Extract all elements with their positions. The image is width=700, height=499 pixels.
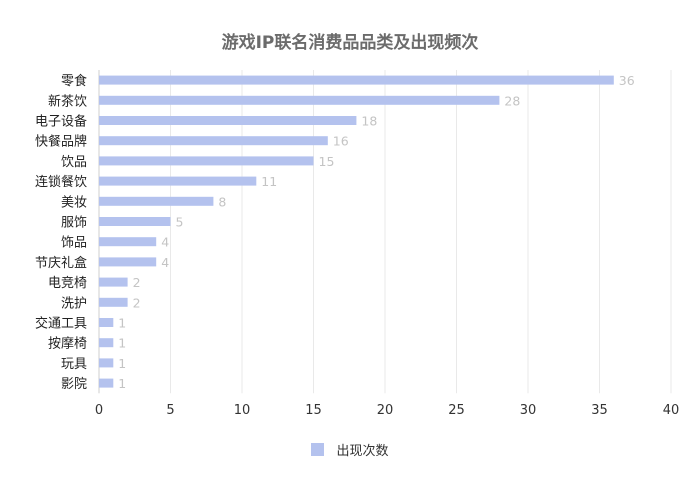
data-label: 1 <box>118 336 126 351</box>
data-label: 18 <box>361 114 377 129</box>
bar <box>99 196 214 206</box>
x-tick-label: 10 <box>234 403 251 418</box>
category-label: 交通工具 <box>35 316 87 332</box>
x-tick-label: 20 <box>377 403 394 418</box>
category-label: 电子设备 <box>35 114 87 130</box>
x-tick-label: 40 <box>663 403 680 418</box>
data-label: 1 <box>118 316 126 331</box>
category-label: 洗护 <box>61 296 87 311</box>
bar <box>99 217 171 226</box>
category-label: 按摩椅 <box>48 336 87 352</box>
x-tick-label: 25 <box>448 403 465 418</box>
bar <box>99 277 128 287</box>
bar <box>99 156 314 166</box>
category-label: 连锁餐饮 <box>35 174 87 190</box>
data-label: 28 <box>504 93 520 108</box>
bar <box>99 358 114 368</box>
category-label: 服饰 <box>61 216 87 231</box>
x-tick-label: 0 <box>95 403 103 418</box>
data-label: 4 <box>161 255 169 270</box>
bar <box>99 95 500 105</box>
x-tick-label: 35 <box>591 403 608 418</box>
data-label: 15 <box>319 154 335 169</box>
data-label: 5 <box>176 215 184 230</box>
bar <box>99 318 114 327</box>
data-label: 1 <box>118 356 126 371</box>
grid-lines <box>98 70 672 394</box>
bar <box>99 257 157 267</box>
chart-title: 游戏IP联名消费品品类及出现频次 <box>221 33 479 53</box>
bar <box>99 75 614 85</box>
data-label: 16 <box>333 134 349 149</box>
bar <box>99 116 357 125</box>
data-label: 8 <box>218 194 226 209</box>
x-tick-label: 15 <box>305 403 322 418</box>
category-label: 美妆 <box>61 195 87 210</box>
bar <box>99 176 257 186</box>
data-label: 2 <box>133 275 141 290</box>
category-label: 饰品 <box>61 236 87 251</box>
category-label: 饮品 <box>61 155 87 170</box>
bar <box>99 297 128 307</box>
category-label: 快餐品牌 <box>35 134 87 150</box>
category-label: 新茶饮 <box>48 93 87 109</box>
data-label: 4 <box>161 235 169 250</box>
category-label: 影院 <box>61 377 87 392</box>
data-label: 2 <box>133 295 141 310</box>
category-label: 节庆礼盒 <box>35 255 87 271</box>
x-tick-label: 5 <box>166 403 174 418</box>
bar <box>99 378 114 388</box>
bars <box>99 75 614 388</box>
category-label: 零食 <box>61 73 87 89</box>
legend: 出现次数 <box>0 440 700 459</box>
category-label: 玩具 <box>61 357 87 372</box>
data-label: 1 <box>118 376 126 391</box>
legend-swatch <box>311 443 325 456</box>
x-tick-label: 30 <box>520 403 537 418</box>
bar <box>99 338 114 348</box>
bar <box>99 136 328 146</box>
bar <box>99 237 157 247</box>
data-label: 36 <box>619 73 635 88</box>
legend-label: 出现次数 <box>336 444 389 459</box>
data-label: 11 <box>261 174 277 189</box>
category-label: 电竞椅 <box>48 275 87 291</box>
